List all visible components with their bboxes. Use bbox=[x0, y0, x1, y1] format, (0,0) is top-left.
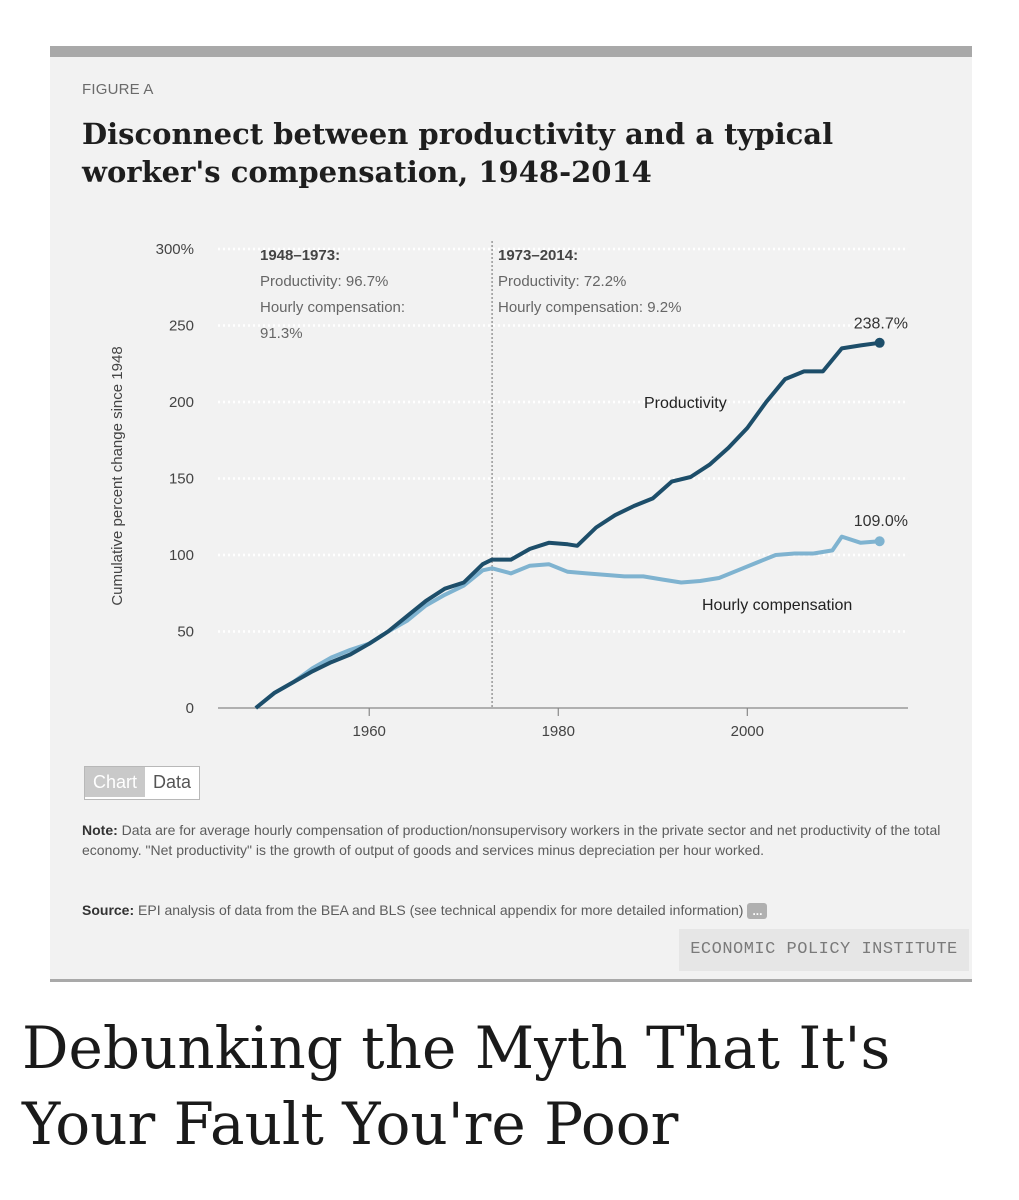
article-headline: Debunking the Myth That It's Your Fault … bbox=[22, 1014, 891, 1158]
y-axis-label: Cumulative percent change since 1948 bbox=[109, 346, 126, 605]
y-tick-label: 0 bbox=[186, 700, 194, 717]
hourly-compensation-series-label: Hourly compensation bbox=[702, 597, 852, 614]
annotation-left-line3: 91.3% bbox=[260, 325, 303, 342]
source-text: Source: EPI analysis of data from the BE… bbox=[82, 900, 952, 920]
hourly-compensation-endpoint bbox=[874, 536, 885, 547]
y-tick-label: 300% bbox=[156, 241, 194, 258]
figure-title: Disconnect between productivity and a ty… bbox=[82, 117, 834, 189]
series-lines bbox=[254, 337, 885, 710]
more-info-button[interactable]: ... bbox=[747, 903, 768, 920]
series-labels: Productivity 238.7% Hourly compensation 109… bbox=[644, 316, 908, 615]
annotation-right-title: 1973–2014: bbox=[498, 247, 578, 264]
x-tick-label: 1960 bbox=[353, 723, 386, 740]
x-tick-label: 1980 bbox=[542, 723, 575, 740]
y-tick-label: 200 bbox=[169, 394, 194, 411]
chart-tab[interactable]: Chart bbox=[85, 767, 146, 797]
annotation-left-title: 1948–1973: bbox=[260, 247, 340, 264]
figure-label: FIGURE A bbox=[82, 81, 154, 98]
note-text: Note: Data are for average hourly compen… bbox=[82, 820, 952, 860]
annotation-left-line1: Productivity: 96.7% bbox=[260, 273, 388, 290]
annotation-right-line1: Productivity: 72.2% bbox=[498, 273, 626, 290]
note-label: Note: bbox=[82, 822, 118, 838]
gridlines bbox=[218, 247, 908, 633]
x-tick-label: 2000 bbox=[731, 723, 764, 740]
y-tick-label: 50 bbox=[177, 624, 194, 641]
productivity-line bbox=[254, 340, 880, 710]
y-tick-label: 150 bbox=[169, 471, 194, 488]
period-annotations: 1948–1973: Productivity: 96.7% Hourly co… bbox=[260, 247, 681, 342]
axes: 0 50 100 150 200 250 300% 1960 1980 2000 bbox=[156, 241, 908, 740]
annotation-left-line2: Hourly compensation: bbox=[260, 299, 405, 316]
annotation-right-line2: Hourly compensation: 9.2% bbox=[498, 299, 681, 316]
data-tab[interactable]: Data bbox=[145, 767, 200, 797]
hourly-compensation-line bbox=[254, 534, 880, 710]
productivity-endpoint bbox=[874, 337, 885, 348]
publisher-badge: ECONOMIC POLICY INSTITUTE bbox=[679, 929, 969, 971]
productivity-series-label: Productivity bbox=[644, 395, 727, 412]
productivity-end-label: 238.7% bbox=[854, 316, 908, 333]
figure-card: FIGURE A Disconnect between productivity… bbox=[50, 46, 972, 982]
line-chart: 0 50 100 150 200 250 300% 1960 1980 2000 Cumulati… bbox=[109, 241, 908, 740]
y-tick-label: 250 bbox=[169, 318, 194, 335]
source-label: Source: bbox=[82, 902, 135, 918]
view-toggle: Chart Data bbox=[84, 766, 201, 800]
hourly-compensation-end-label: 109.0% bbox=[854, 513, 908, 530]
source-body: EPI analysis of data from the BEA and BL… bbox=[134, 902, 744, 918]
note-body: Data are for average hourly compensation… bbox=[82, 822, 941, 858]
y-tick-label: 100 bbox=[169, 547, 194, 564]
